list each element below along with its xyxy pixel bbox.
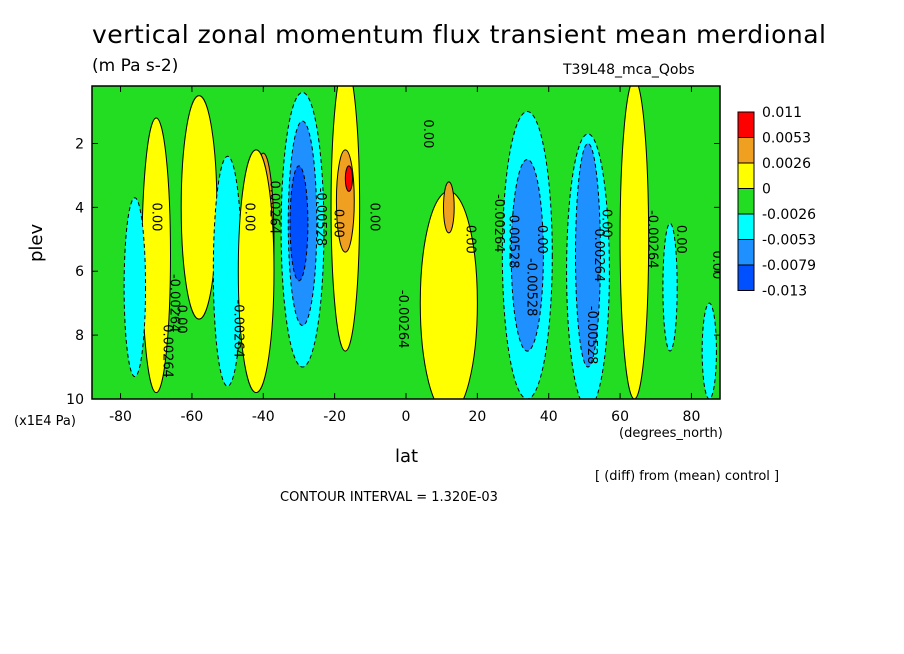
colorbar-label: 0.011: [762, 105, 802, 121]
y-tick-label: 4: [75, 200, 84, 216]
contour-label: 0.00264: [591, 228, 606, 282]
contour-label: -0.00528: [505, 210, 520, 268]
contour-label: 0.00: [241, 202, 256, 231]
x-axis-units: (degrees_north): [619, 426, 723, 441]
contour-region-red: [344, 165, 353, 192]
colorbar-swatch: [737, 162, 755, 189]
contour-label: -0.00264: [231, 300, 246, 358]
colorbar-swatch: [737, 111, 755, 138]
contour-label: 0.00: [598, 209, 613, 238]
colorbar-swatch: [737, 239, 755, 266]
contour-label: 0.00: [174, 305, 189, 334]
contour-label: 0.00264: [159, 324, 174, 378]
contour-label: -0.00528: [313, 188, 328, 246]
x-axis-label: lat: [395, 446, 419, 467]
colorbar-swatch: [737, 188, 755, 215]
contour-label: -0.00264: [167, 274, 182, 332]
colorbar-label: -0.0026: [762, 207, 816, 223]
contour-label: 0.00: [366, 202, 381, 231]
x-axis-ticks: -80 -60 -40 -20 0 20 40 60 80: [109, 86, 700, 425]
chart-units: (m Pa s-2): [92, 56, 179, 76]
colorbar: 0.011 0.0053 0.0026 0 -0.0026 -0.0053 -0.0079 -…: [737, 105, 816, 300]
y-axis-ticks: 2 4 6 8 10: [66, 136, 720, 408]
contour-label: 0.00: [709, 250, 724, 279]
y-tick-label: 2: [75, 136, 84, 152]
contour-label: -0.00264: [645, 210, 660, 268]
x-tick-label: 0: [402, 409, 411, 425]
contour-label: -0.00528: [584, 306, 599, 364]
diff-note: [ (diff) from (mean) control ]: [595, 469, 780, 484]
contour-region-yellow: [619, 86, 650, 399]
contour-label: -0.00264: [395, 290, 410, 348]
contour-label: -0.00528: [523, 258, 538, 316]
contour-label: 0.00: [331, 209, 346, 238]
contour-label: 0.00: [420, 119, 435, 148]
contour-label: -0.00264: [491, 194, 506, 252]
x-tick-label: 20: [468, 409, 486, 425]
contour-label: 0.00: [534, 225, 549, 254]
y-axis-units: (x1E4 Pa): [14, 414, 76, 429]
colorbar-label: -0.0079: [762, 258, 816, 274]
colorbar-label: -0.0053: [762, 233, 816, 249]
contour-label: 0.00: [463, 225, 478, 254]
colorbar-swatch: [737, 213, 755, 240]
x-tick-label: -20: [323, 409, 346, 425]
y-tick-label: 8: [75, 328, 84, 344]
contour-region-cyan: [662, 222, 678, 352]
x-tick-label: 80: [683, 409, 701, 425]
experiment-label: T39L48_mca_Qobs: [563, 62, 695, 78]
chart-title: vertical zonal momentum flux transient m…: [92, 20, 827, 49]
x-tick-label: -40: [252, 409, 275, 425]
contour-region-blue: [510, 158, 544, 352]
colorbar-label: -0.013: [762, 284, 807, 300]
contour-interval: CONTOUR INTERVAL = 1.320E-03: [280, 490, 498, 505]
contour-region-orange: [442, 181, 455, 234]
contour-region-darkblue: [289, 165, 309, 282]
contour-region-cyan: [701, 302, 717, 399]
colorbar-label: 0.0026: [762, 156, 811, 172]
y-tick-label: 10: [66, 392, 84, 408]
x-tick-label: 40: [540, 409, 558, 425]
x-tick-label: 60: [611, 409, 629, 425]
contour-label: 0.00: [149, 202, 164, 231]
colorbar-swatch: [737, 264, 755, 291]
x-tick-label: -60: [180, 409, 203, 425]
contour-region-cyan: [123, 197, 147, 378]
contour-fills: [123, 86, 717, 399]
contour-label: 0.00: [673, 225, 688, 254]
contour-region-yellow: [180, 95, 218, 320]
contour-region-yellow: [237, 149, 275, 394]
x-tick-label: -80: [109, 409, 132, 425]
colorbar-label: 0: [762, 182, 771, 198]
contour-region-blue: [574, 142, 601, 368]
y-tick-label: 6: [75, 264, 84, 280]
colorbar-swatch: [737, 137, 755, 164]
colorbar-label: 0.0053: [762, 131, 811, 147]
contour-label: 0.00264: [266, 180, 281, 234]
